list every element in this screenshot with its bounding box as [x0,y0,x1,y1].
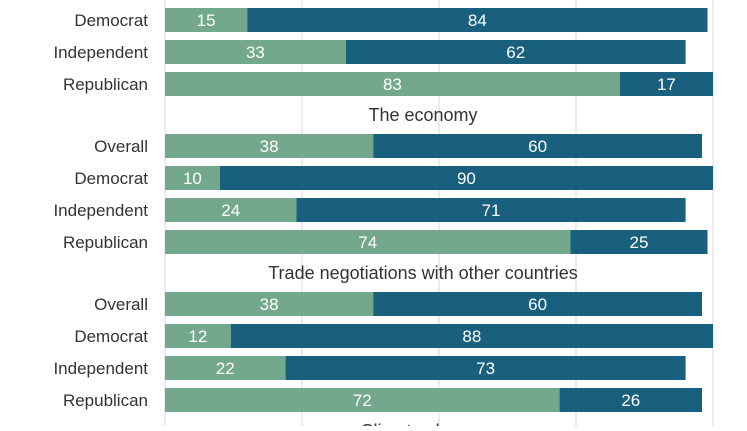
bar-approve [165,230,571,254]
bar-disapprove [219,166,714,190]
bar-approve [165,72,620,96]
data-label-approve: 12 [188,327,207,346]
data-label-disapprove: 25 [630,233,649,252]
data-label-disapprove: 26 [621,391,640,410]
data-label-disapprove: 73 [476,359,495,378]
bar-approve [165,324,231,348]
data-label-approve: 15 [197,11,216,30]
bar-disapprove [345,40,686,64]
data-label-disapprove: 84 [468,11,487,30]
row-label: Republican [63,391,148,410]
bar-approve [165,388,560,412]
row-label: Democrat [74,327,148,346]
row-label: Republican [63,233,148,252]
row-label: Democrat [74,169,148,188]
group-title: Climate change [360,421,485,426]
bar-approve [165,356,286,380]
bar-approve [165,8,248,32]
bar-disapprove [373,134,703,158]
data-label-approve: 83 [383,75,402,94]
group-title: Trade negotiations with other countries [268,263,578,283]
data-label-disapprove: 17 [657,75,676,94]
row-label: Overall [94,295,148,314]
bar-approve [165,198,297,222]
row-label: Democrat [74,11,148,30]
row-label: Republican [63,75,148,94]
data-label-disapprove: 60 [528,295,547,314]
row-label: Independent [53,43,148,62]
data-label-approve: 38 [260,295,279,314]
data-label-disapprove: 90 [457,169,476,188]
bar-disapprove [373,292,703,316]
bar-approve [165,292,374,316]
data-label-approve: 38 [260,137,279,156]
data-label-approve: 33 [246,43,265,62]
bar-disapprove [570,230,708,254]
bar-approve [165,166,220,190]
bar-approve [165,134,374,158]
group-title: The economy [368,105,477,125]
bar-disapprove [230,324,713,348]
data-label-approve: 24 [221,201,240,220]
bar-disapprove [247,8,708,32]
data-label-disapprove: 88 [462,327,481,346]
data-label-approve: 10 [183,169,202,188]
bar-disapprove [619,72,713,96]
data-label-approve: 22 [216,359,235,378]
data-label-disapprove: 62 [506,43,525,62]
bar-disapprove [285,356,686,380]
bar-disapprove [296,198,686,222]
row-label: Overall [94,137,148,156]
bar-approve [165,40,346,64]
row-label: Independent [53,201,148,220]
data-label-disapprove: 71 [482,201,501,220]
data-label-approve: 74 [358,233,377,252]
bar-disapprove [559,388,703,412]
data-label-disapprove: 60 [528,137,547,156]
data-label-approve: 72 [353,391,372,410]
row-label: Independent [53,359,148,378]
